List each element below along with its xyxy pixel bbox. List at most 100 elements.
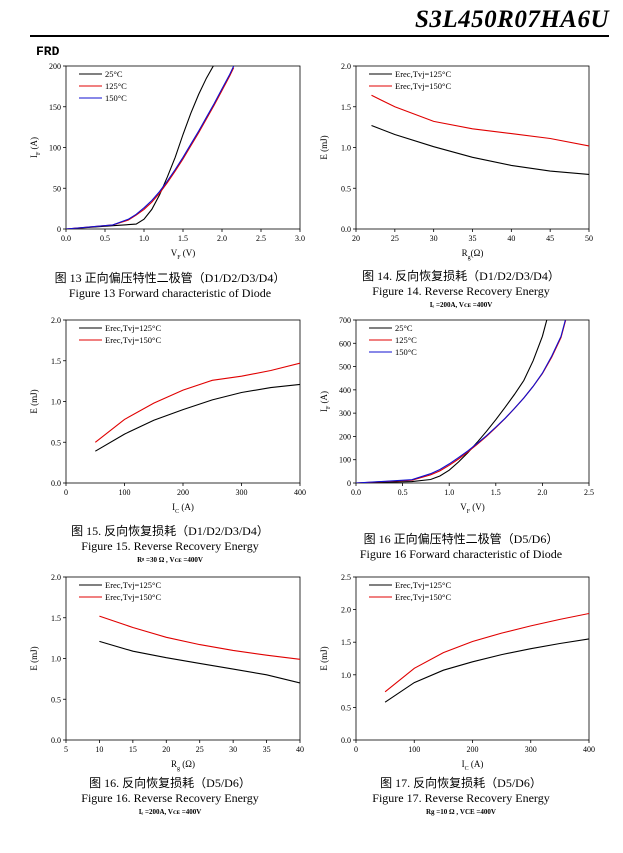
fig13-x-tick-label: 2.0	[217, 234, 227, 243]
fig15-plot-frame	[65, 319, 301, 484]
header-rule	[30, 35, 609, 37]
fig13-plot-frame	[65, 65, 301, 230]
caption-cn: 图 15. 反向恢复损耗（D1/D2/D3/D4）	[71, 524, 269, 538]
fig13-x-tick-label: 1.5	[178, 234, 188, 243]
fig17-legend-label-1: Erec,Tvj=150°C	[395, 592, 451, 602]
caption-conditions: Iₑ =200A, Vᴄᴇ =400V	[138, 808, 202, 816]
fig16b-y-tick-label: 0.5	[51, 695, 61, 704]
fig13-y-tick-label: 50	[53, 184, 61, 193]
fig15-legend-label-0: Erec,Tvj=125°C	[105, 323, 161, 333]
fig14-y-tick-label: 2.0	[341, 62, 351, 71]
part-number-title: S3L450R07HA6U	[414, 6, 609, 33]
fig14-x-tick-label: 35	[469, 234, 477, 243]
caption-en: Figure 16. Reverse Recovery Energy	[81, 791, 259, 805]
fig13-y-axis-label: IF (A)	[29, 137, 42, 158]
caption-conditions: Rg =10 Ω , VCE =400V	[426, 808, 496, 816]
fig13-legend-label-0: 25°C	[105, 69, 123, 79]
fig14-legend-label-0: Erec,Tvj=125°C	[395, 69, 451, 79]
fig15-x-axis-label: IC (A)	[172, 502, 194, 515]
caption-cn: 图 16. 反向恢复损耗（D5/D6）	[89, 776, 251, 790]
fig14-y-tick-label: 0.5	[341, 184, 351, 193]
fig14-y-tick-label: 1.5	[341, 103, 351, 112]
fig13-y-tick-label: 150	[49, 103, 61, 112]
fig15-y-tick-label: 0.5	[51, 438, 61, 447]
fig16b-x-tick-label: 35	[263, 745, 271, 754]
caption-cn: 图 17. 反向恢复损耗（D5/D6）	[380, 776, 542, 790]
fig16a-y-tick-label: 200	[339, 432, 351, 441]
fig16b-y-tick-label: 0.0	[51, 736, 61, 745]
fig15-y-tick-label: 2.0	[51, 316, 61, 325]
fig16a-legend-label-1: 125°C	[395, 335, 417, 345]
fig16a-series-line-2	[356, 320, 566, 483]
fig14-x-tick-label: 30	[430, 234, 438, 243]
caption-fig17: 图 17. 反向恢复损耗（D5/D6） Figure 17. Reverse R…	[316, 776, 606, 818]
fig16a-y-tick-label: 100	[339, 456, 351, 465]
fig16b-x-axis-label: Rg (Ω)	[171, 759, 195, 772]
fig16b-plot-frame	[65, 576, 301, 741]
fig16a-x-tick-label: 2.0	[537, 488, 547, 497]
fig15-x-tick-label: 0	[64, 488, 68, 497]
fig13-y-tick-label: 100	[49, 144, 61, 153]
fig16a-x-tick-label: 1.5	[491, 488, 501, 497]
fig16b-x-tick-label: 25	[196, 745, 204, 754]
fig14-y-tick-label: 1.0	[341, 144, 351, 153]
fig16a-x-tick-label: 1.0	[444, 488, 454, 497]
fig16a-x-axis-label: VF (V)	[460, 502, 485, 515]
fig16b-x-tick-label: 5	[64, 745, 68, 754]
caption-fig13: 图 13 正向偏压特性二极管（D1/D2/D3/D4） Figure 13 Fo…	[30, 271, 310, 301]
caption-fig15: 图 15. 反向恢复损耗（D1/D2/D3/D4） Figure 15. Rev…	[30, 524, 310, 566]
caption-en: Figure 15. Reverse Recovery Energy	[81, 539, 259, 553]
caption-fig16b: 图 16. 反向恢复损耗（D5/D6） Figure 16. Reverse R…	[30, 776, 310, 818]
caption-fig16a: 图 16 正向偏压特性二极管（D5/D6） Figure 16 Forward …	[316, 532, 606, 562]
fig16a-x-tick-label: 2.5	[584, 488, 594, 497]
fig17-series-line-0	[384, 638, 589, 703]
fig14-plot-frame	[355, 65, 590, 230]
fig17-y-tick-label: 0.0	[341, 736, 351, 745]
fig17-x-tick-label: 0	[354, 745, 358, 754]
fig16a-plot-frame	[355, 319, 590, 484]
fig14-x-tick-label: 50	[585, 234, 593, 243]
fig14-x-tick-label: 45	[546, 234, 554, 243]
fig13-y-tick-label: 0	[57, 225, 61, 234]
fig16a-x-tick-label: 0.0	[351, 488, 361, 497]
fig16a-legend-label-0: 25°C	[395, 323, 413, 333]
fig13-series-line-2	[66, 66, 235, 229]
section-label: FRD	[36, 44, 60, 59]
fig14-series-line-1	[371, 94, 589, 147]
fig16a-y-tick-label: 500	[339, 363, 351, 372]
fig15-x-tick-label: 300	[236, 488, 248, 497]
fig17-x-tick-label: 400	[583, 745, 595, 754]
caption-conditions: Iₑ =200A, Vᴄᴇ =400V	[429, 301, 493, 309]
fig15-x-tick-label: 100	[119, 488, 131, 497]
fig16b-x-tick-label: 30	[229, 745, 237, 754]
fig17-series-line-1	[384, 612, 589, 693]
caption-cn: 图 14. 反向恢复损耗（D1/D2/D3/D4）	[362, 269, 560, 283]
fig15-y-axis-label: E (mJ)	[29, 389, 39, 413]
fig16a-y-tick-label: 600	[339, 339, 351, 348]
caption-en: Figure 14. Reverse Recovery Energy	[372, 284, 550, 298]
fig13-x-tick-label: 0.0	[61, 234, 71, 243]
fig17-x-tick-label: 100	[408, 745, 420, 754]
caption-en: Figure 16 Forward characteristic of Diod…	[359, 547, 563, 561]
fig14-y-axis-label: E (mJ)	[319, 135, 329, 159]
fig15-x-tick-label: 200	[177, 488, 189, 497]
fig17-y-tick-label: 1.0	[341, 671, 351, 680]
fig14-x-tick-label: 20	[352, 234, 360, 243]
fig14-x-axis-label: Rg(Ω)	[462, 248, 484, 261]
fig13-x-axis-label: VF (V)	[171, 248, 196, 261]
fig15-series-line-1	[94, 362, 300, 443]
fig16b-y-tick-label: 2.0	[51, 573, 61, 582]
fig16a-x-tick-label: 0.5	[398, 488, 408, 497]
fig16b-legend-label-0: Erec,Tvj=125°C	[105, 580, 161, 590]
fig13-legend-label-1: 125°C	[105, 81, 127, 91]
fig14-y-tick-label: 0.0	[341, 225, 351, 234]
fig13-x-tick-label: 0.5	[100, 234, 110, 243]
fig13-series-line-1	[66, 67, 235, 229]
fig16b-series-line-0	[99, 640, 300, 684]
fig17-y-tick-label: 2.5	[341, 573, 351, 582]
fig17-y-tick-label: 1.5	[341, 638, 351, 647]
fig17-y-tick-label: 0.5	[341, 703, 351, 712]
fig13-y-tick-label: 200	[49, 62, 61, 71]
fig15-y-tick-label: 1.5	[51, 357, 61, 366]
